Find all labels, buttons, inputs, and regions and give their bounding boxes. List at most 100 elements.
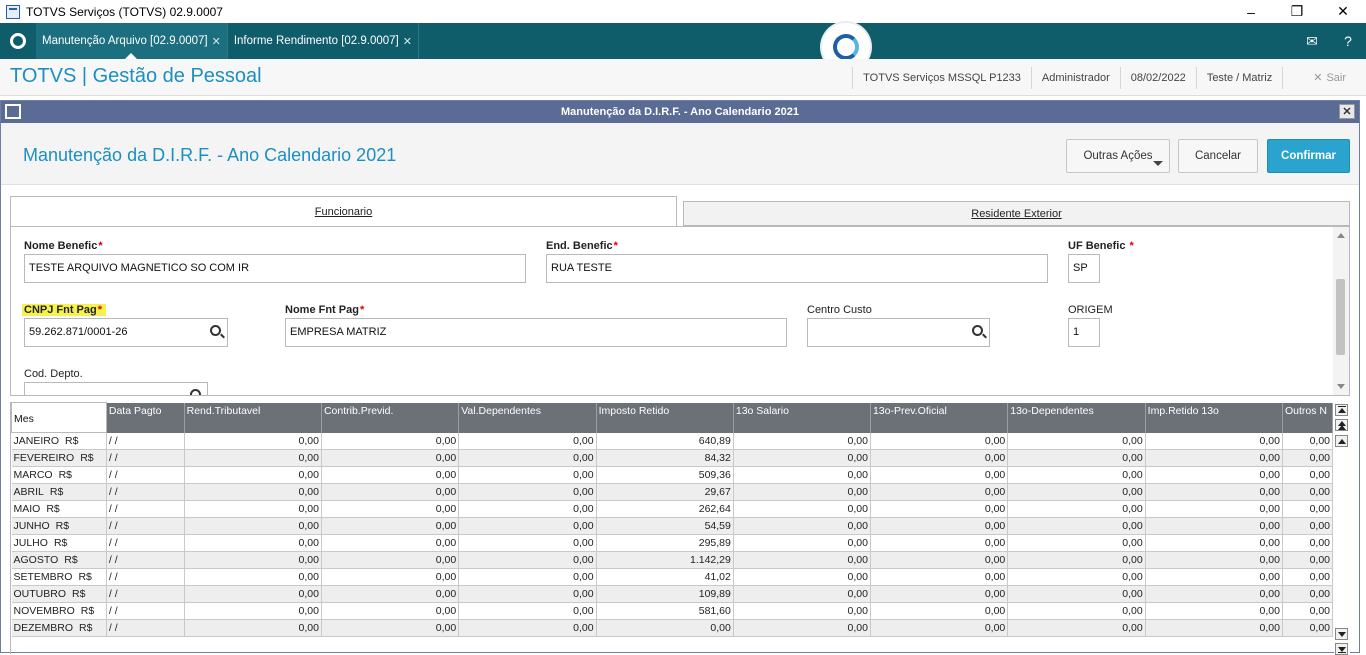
value-cell[interactable]: 0,00 xyxy=(733,432,871,450)
nome-benefic-field[interactable]: TESTE ARQUIVO MAGNETICO SO COM IR xyxy=(24,254,526,283)
value-cell[interactable]: 0,00 xyxy=(870,449,1009,467)
value-cell[interactable]: 0,00 xyxy=(458,551,597,569)
month-cell[interactable]: OUTUBRO R$ xyxy=(11,585,107,603)
value-cell[interactable]: 640,89 xyxy=(596,432,734,450)
scroll-up-icon[interactable] xyxy=(1335,435,1348,447)
form-scrollbar[interactable] xyxy=(1333,227,1349,395)
date-cell[interactable]: / / xyxy=(106,500,185,518)
month-cell[interactable]: JANEIRO R$ xyxy=(11,432,107,450)
value-cell[interactable]: 0,00 xyxy=(870,466,1009,484)
search-icon[interactable] xyxy=(210,325,221,336)
value-cell[interactable]: 0,00 xyxy=(1145,483,1283,501)
value-cell[interactable]: 0,00 xyxy=(1282,602,1333,620)
date-cell[interactable]: / / xyxy=(106,483,185,501)
value-cell[interactable]: 0,00 xyxy=(1282,619,1333,637)
value-cell[interactable]: 0,00 xyxy=(1007,517,1146,535)
table-row[interactable]: JULHO R$ / /0,00 0,00 0,00 295,89 0,00 0,00 0,00… xyxy=(11,534,1333,552)
value-cell[interactable]: 0,00 xyxy=(184,432,322,450)
scroll-down-icon[interactable] xyxy=(1335,628,1348,640)
grid-scrollbar[interactable] xyxy=(1334,402,1350,655)
restore-icon[interactable]: ❐ xyxy=(1290,3,1304,19)
value-cell[interactable]: 0,00 xyxy=(458,517,597,535)
value-cell[interactable]: 0,00 xyxy=(1007,619,1146,637)
table-row[interactable]: ABRIL R$ / /0,00 0,00 0,00 29,67 0,00 0,00 0,00 0… xyxy=(11,483,1333,501)
mail-icon[interactable]: ✉ xyxy=(1306,32,1318,49)
value-cell[interactable]: 0,00 xyxy=(1145,602,1283,620)
value-cell[interactable]: 0,00 xyxy=(733,500,871,518)
column-header[interactable]: Imposto Retido xyxy=(596,402,734,433)
close-window-icon[interactable]: ✕ xyxy=(1337,3,1349,19)
value-cell[interactable]: 0,00 xyxy=(321,585,460,603)
value-cell[interactable]: 0,00 xyxy=(870,585,1009,603)
month-cell[interactable]: AGOSTO R$ xyxy=(11,551,107,569)
value-cell[interactable]: 0,00 xyxy=(1007,466,1146,484)
value-cell[interactable]: 0,00 xyxy=(184,500,322,518)
value-cell[interactable]: 0,00 xyxy=(184,568,322,586)
value-cell[interactable]: 0,00 xyxy=(1145,449,1283,467)
column-header[interactable]: Imp.Retido 13o xyxy=(1145,402,1283,433)
column-header[interactable]: 13o-Prev.Oficial xyxy=(870,402,1009,433)
date-cell[interactable]: / / xyxy=(106,602,185,620)
value-cell[interactable]: 0,00 xyxy=(321,619,460,637)
value-cell[interactable]: 0,00 xyxy=(184,517,322,535)
month-cell[interactable]: ABRIL R$ xyxy=(11,483,107,501)
value-cell[interactable]: 0,00 xyxy=(184,534,322,552)
date-cell[interactable]: / / xyxy=(106,466,185,484)
value-cell[interactable]: 0,00 xyxy=(733,534,871,552)
value-cell[interactable]: 0,00 xyxy=(1145,585,1283,603)
table-row[interactable]: JANEIRO R$ / /0,00 0,00 0,00 640,89 0,00 0,00 0,… xyxy=(11,432,1333,450)
value-cell[interactable]: 0,00 xyxy=(733,517,871,535)
value-cell[interactable]: 0,00 xyxy=(1282,585,1333,603)
table-row[interactable]: OUTUBRO R$ / /0,00 0,00 0,00 109,89 0,00 0,00 0,… xyxy=(11,585,1333,603)
exit-button[interactable]: ✕ Sair xyxy=(1282,66,1356,89)
tab-funcionario[interactable]: Funcionario xyxy=(10,196,677,226)
date-cell[interactable]: / / xyxy=(106,432,185,450)
value-cell[interactable]: 0,00 xyxy=(458,432,597,450)
search-icon[interactable] xyxy=(190,389,201,395)
tab-informe-rendimento[interactable]: Informe Rendimento [02.9.0007] ✕ xyxy=(228,23,419,59)
month-cell[interactable]: SETEMBRO R$ xyxy=(11,568,107,586)
value-cell[interactable]: 54,59 xyxy=(596,517,734,535)
value-cell[interactable]: 0,00 xyxy=(1282,568,1333,586)
value-cell[interactable]: 0,00 xyxy=(1007,500,1146,518)
value-cell[interactable]: 0,00 xyxy=(733,585,871,603)
value-cell[interactable]: 0,00 xyxy=(1007,483,1146,501)
scroll-up-icon[interactable] xyxy=(1337,233,1345,238)
origem-field[interactable]: 1 xyxy=(1068,318,1100,347)
tab-residente-exterior[interactable]: Residente Exterior xyxy=(683,201,1350,226)
value-cell[interactable]: 0,00 xyxy=(1145,619,1283,637)
date-cell[interactable]: / / xyxy=(106,449,185,467)
value-cell[interactable]: 0,00 xyxy=(321,449,460,467)
scroll-down-icon[interactable] xyxy=(1337,384,1345,389)
scroll-top-icon[interactable] xyxy=(1335,404,1348,416)
value-cell[interactable]: 0,00 xyxy=(184,551,322,569)
value-cell[interactable]: 0,00 xyxy=(1282,534,1333,552)
value-cell[interactable]: 0,00 xyxy=(1282,449,1333,467)
month-cell[interactable]: MARCO R$ xyxy=(11,466,107,484)
value-cell[interactable]: 41,02 xyxy=(596,568,734,586)
help-icon[interactable]: ? xyxy=(1344,33,1352,49)
value-cell[interactable]: 0,00 xyxy=(1145,500,1283,518)
value-cell[interactable]: 109,89 xyxy=(596,585,734,603)
value-cell[interactable]: 0,00 xyxy=(1145,466,1283,484)
value-cell[interactable]: 0,00 xyxy=(1145,551,1283,569)
month-cell[interactable]: MAIO R$ xyxy=(11,500,107,518)
value-cell[interactable]: 0,00 xyxy=(870,534,1009,552)
value-cell[interactable]: 0,00 xyxy=(321,466,460,484)
value-cell[interactable]: 0,00 xyxy=(321,483,460,501)
month-cell[interactable]: JULHO R$ xyxy=(11,534,107,552)
value-cell[interactable]: 0,00 xyxy=(870,517,1009,535)
value-cell[interactable]: 1.142,29 xyxy=(596,551,734,569)
value-cell[interactable]: 0,00 xyxy=(1282,483,1333,501)
column-header[interactable]: 13o Salario xyxy=(733,402,871,433)
value-cell[interactable]: 0,00 xyxy=(458,585,597,603)
scroll-bottom-icon[interactable] xyxy=(1335,643,1348,655)
value-cell[interactable]: 0,00 xyxy=(458,568,597,586)
value-cell[interactable]: 0,00 xyxy=(870,568,1009,586)
value-cell[interactable]: 581,60 xyxy=(596,602,734,620)
value-cell[interactable]: 0,00 xyxy=(1007,432,1146,450)
value-cell[interactable]: 0,00 xyxy=(184,483,322,501)
value-cell[interactable]: 0,00 xyxy=(1282,432,1333,450)
value-cell[interactable]: 0,00 xyxy=(321,602,460,620)
column-header[interactable]: 13o-Dependentes xyxy=(1007,402,1146,433)
